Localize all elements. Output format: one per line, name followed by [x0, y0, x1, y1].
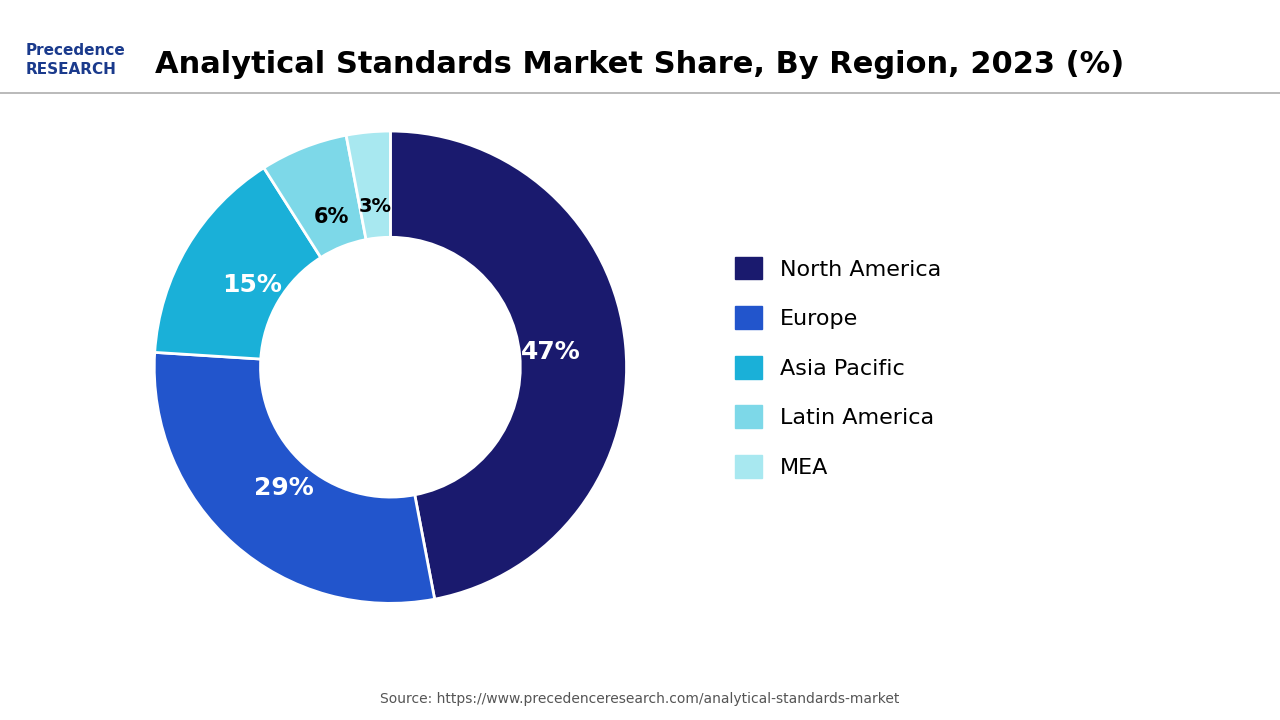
- Wedge shape: [155, 352, 435, 603]
- Wedge shape: [390, 131, 626, 599]
- Legend: North America, Europe, Asia Pacific, Latin America, MEA: North America, Europe, Asia Pacific, Lat…: [726, 248, 950, 487]
- Text: 47%: 47%: [521, 340, 581, 364]
- Text: 3%: 3%: [358, 197, 392, 216]
- Text: 15%: 15%: [221, 273, 282, 297]
- Wedge shape: [264, 135, 366, 258]
- Text: 29%: 29%: [253, 476, 314, 500]
- Text: Precedence
RESEARCH: Precedence RESEARCH: [26, 43, 125, 77]
- Text: Source: https://www.precedenceresearch.com/analytical-standards-market: Source: https://www.precedenceresearch.c…: [380, 692, 900, 706]
- Text: 6%: 6%: [314, 207, 348, 228]
- Wedge shape: [155, 168, 321, 359]
- Wedge shape: [346, 131, 390, 240]
- Text: Analytical Standards Market Share, By Region, 2023 (%): Analytical Standards Market Share, By Re…: [155, 50, 1125, 79]
